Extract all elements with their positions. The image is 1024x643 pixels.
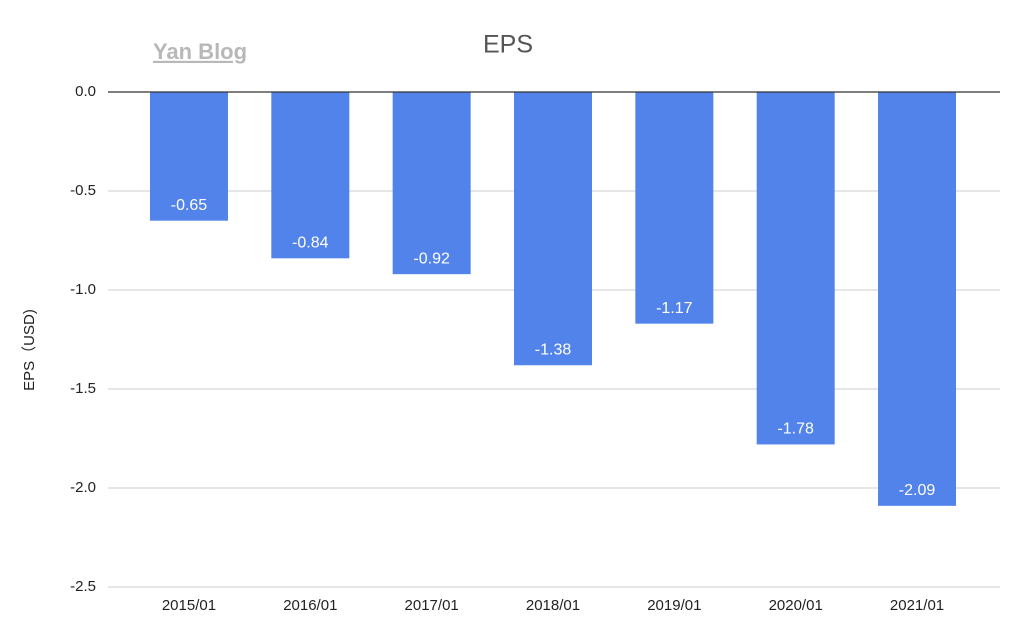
data-label: -0.92 [413,250,450,267]
bar [878,92,957,506]
x-tick-label: 2019/01 [647,597,701,614]
data-label: -1.38 [535,341,572,358]
x-tick-label: 2018/01 [526,597,580,614]
y-tick-label: -1.0 [70,281,96,298]
bar [756,92,835,445]
data-label: -1.78 [777,421,814,438]
x-tick-label: 2020/01 [769,597,823,614]
bar [635,92,714,324]
x-tick-label: 2015/01 [162,597,216,614]
y-tick-label: -0.5 [70,182,96,199]
bar [149,92,228,221]
y-tick-label: 0.0 [75,83,96,100]
data-label: -2.09 [899,482,936,499]
y-axis-label: EPS（USD) [21,309,38,391]
bar [514,92,592,366]
data-label: -0.65 [171,197,208,214]
chart-title: EPS [483,31,533,59]
x-tick-label: 2016/01 [283,597,337,614]
bar [392,92,471,275]
data-label: -1.17 [656,300,693,317]
bar [271,92,350,259]
x-tick-label: 2021/01 [890,597,944,614]
y-tick-label: -2.5 [70,578,96,595]
x-tick-label: 2017/01 [405,597,459,614]
y-tick-label: -1.5 [70,380,96,397]
data-label: -0.84 [292,235,329,252]
y-tick-label: -2.0 [70,479,96,496]
watermark: Yan Blog [153,39,247,64]
